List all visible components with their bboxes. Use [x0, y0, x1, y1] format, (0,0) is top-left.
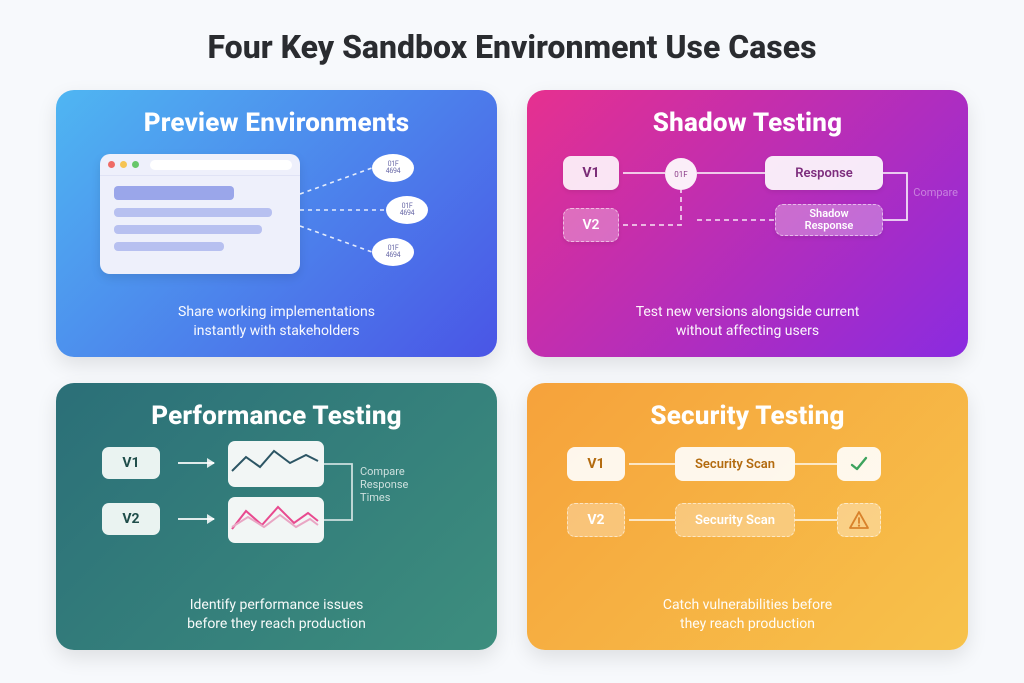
security-diagram: V1 V2 Security Scan Security Scan	[547, 441, 948, 596]
card-preview-environments: Preview Environments	[56, 90, 497, 357]
arrow-icon	[178, 462, 214, 464]
card-performance-testing: Performance Testing V1 V2 Compare	[56, 383, 497, 650]
card-performance-title: Performance Testing	[76, 401, 477, 431]
preview-diagram: 01F4694 01F4694 01F4694	[76, 148, 477, 303]
card-shadow-description: Test new versions alongside current with…	[547, 303, 948, 341]
card-security-testing: Security Testing V1 V2 Security Scan Sec…	[527, 383, 968, 650]
card-performance-description: Identify performance issues before they …	[76, 596, 477, 634]
compare-label: Compare	[913, 186, 958, 199]
v1-box: V1	[567, 447, 625, 481]
shadow-response-box: Shadow Response	[775, 204, 883, 236]
card-security-title: Security Testing	[547, 401, 948, 431]
response-box: Response	[765, 156, 883, 190]
arrow-icon	[178, 518, 214, 520]
pass-result-box	[837, 447, 881, 481]
security-scan-box: Security Scan	[675, 447, 795, 481]
chart-v2	[228, 497, 324, 543]
warning-icon	[848, 510, 870, 530]
card-shadow-testing: Shadow Testing V1 V2 01F Response Shadow…	[527, 90, 968, 357]
browser-window-icon	[100, 154, 300, 274]
database-node-icon: 01F4694	[372, 238, 414, 266]
traffic-node-icon: 01F	[665, 158, 697, 190]
shadow-diagram: V1 V2 01F Response Shadow Response Compa…	[547, 148, 948, 303]
cards-grid: Preview Environments	[56, 90, 968, 650]
checkmark-icon	[849, 454, 869, 474]
v1-box: V1	[563, 156, 619, 190]
card-shadow-title: Shadow Testing	[547, 108, 948, 138]
performance-diagram: V1 V2 Compare Response Times	[76, 441, 477, 596]
database-node-icon: 01F4694	[372, 154, 414, 182]
page-title: Four Key Sandbox Environment Use Cases	[56, 28, 968, 66]
v2-box: V2	[102, 503, 160, 535]
card-preview-title: Preview Environments	[76, 108, 477, 138]
card-security-description: Catch vulnerabilities before they reach …	[547, 596, 948, 634]
card-preview-description: Share working implementations instantly …	[76, 303, 477, 341]
v2-box: V2	[563, 208, 619, 242]
warn-result-box	[837, 503, 881, 537]
v1-box: V1	[102, 447, 160, 479]
v2-box: V2	[567, 503, 625, 537]
chart-v1	[228, 441, 324, 487]
database-node-icon: 01F4694	[386, 196, 428, 224]
security-scan-box: Security Scan	[675, 503, 795, 537]
compare-caption: Compare Response Times	[360, 465, 408, 505]
